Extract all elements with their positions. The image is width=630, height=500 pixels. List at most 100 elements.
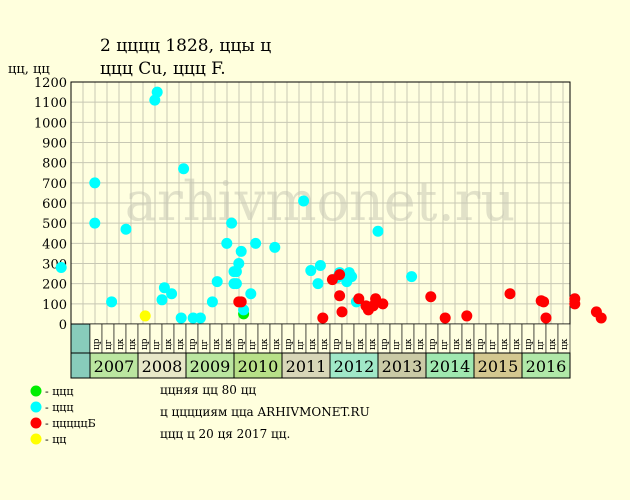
data-point	[245, 288, 257, 300]
year-row: 2007 2008 2009 2010 2011 2012 2013 2014 2015 2016	[70, 352, 571, 379]
quarter-label: цк	[464, 338, 474, 350]
y-tick-label: 400	[42, 237, 67, 252]
legend-label: - ццц	[45, 385, 73, 398]
data-point	[377, 298, 389, 310]
data-point	[233, 258, 245, 269]
data-point	[194, 312, 206, 324]
data-point	[89, 177, 101, 189]
note-line: ц цццциям цца ARHIVMONET.RU	[160, 405, 370, 419]
quarter-label: цк	[224, 338, 234, 350]
data-point	[166, 288, 178, 300]
data-point	[314, 260, 326, 272]
y-tick-label: 100	[42, 298, 67, 313]
watermark: arhivmonet.ru	[125, 170, 515, 233]
legend-marker	[30, 417, 42, 429]
year-cell	[137, 352, 187, 379]
quarter-label: цг	[488, 339, 498, 350]
y-tick-label: 1000	[34, 116, 67, 131]
quarter-row: цр цг цк цк цр цг цк цк цр цг цк цк цр цг цк цк цр цг цк цк…	[70, 323, 571, 354]
year-label: 2013	[382, 357, 423, 376]
chart-title: 2 цццц 1828, ццы ц	[100, 36, 271, 56]
y-tick-label: 0	[59, 318, 67, 333]
quarter-label: цк	[320, 338, 330, 350]
note-line: ццняя цц 80 цц	[160, 383, 256, 397]
quarter-label: цг	[152, 339, 162, 350]
data-point	[317, 312, 329, 324]
legend-marker	[30, 433, 42, 445]
year-cell	[377, 352, 427, 379]
data-point	[139, 310, 151, 322]
quarter-label: цр	[524, 338, 534, 350]
y-tick-label: 700	[42, 177, 67, 192]
quarter-label: цг	[200, 339, 210, 350]
data-point	[298, 195, 310, 207]
y-axis-label: цц, цц	[8, 62, 50, 77]
quarter-label: цк	[404, 338, 414, 350]
data-point	[334, 269, 346, 281]
data-point	[156, 294, 168, 306]
year-label: 2016	[526, 357, 567, 376]
year-label: 2010	[238, 357, 279, 376]
data-point	[312, 278, 324, 290]
year-label: 2012	[334, 357, 375, 376]
year-cell	[329, 352, 379, 379]
y-tick-label: 1100	[34, 96, 67, 111]
data-point	[206, 296, 218, 308]
data-point	[151, 86, 163, 98]
quarter-label: цр	[140, 338, 150, 350]
data-point	[334, 290, 346, 302]
quarter-label: цр	[92, 338, 102, 350]
data-point	[55, 262, 67, 274]
quarter-label: цк	[308, 338, 318, 350]
year-label: 2014	[430, 357, 471, 376]
data-point	[89, 217, 101, 229]
quarter-label: цг	[440, 339, 450, 350]
chart-subtitle: ццц Cu, ццц F.	[100, 59, 226, 79]
data-point	[540, 312, 552, 324]
data-point	[538, 296, 550, 308]
quarter-label: цк	[416, 338, 426, 350]
y-tick-label: 600	[42, 197, 67, 212]
quarter-label: цк	[164, 338, 174, 350]
quarter-label: цр	[428, 338, 438, 350]
data-point	[504, 288, 516, 300]
data-point	[461, 310, 473, 322]
year-label: 2011	[286, 357, 327, 376]
quarter-label: цк	[452, 338, 462, 350]
data-point	[235, 245, 247, 257]
note-line: ццц ц 20 ця 2017 цц.	[160, 427, 290, 441]
year-cell	[233, 352, 283, 379]
data-point	[406, 271, 418, 283]
data-point	[235, 296, 247, 308]
legend: - ццц - ццц - цццццБ - цц	[30, 385, 96, 446]
quarter-row-corner	[70, 323, 91, 354]
data-point	[346, 271, 358, 283]
data-point	[226, 217, 238, 229]
data-point	[336, 306, 348, 318]
data-point	[595, 312, 607, 324]
legend-label: - ццц	[45, 401, 73, 414]
year-label: 2009	[190, 357, 231, 376]
quarter-label: цк	[512, 338, 522, 350]
quarter-label: цк	[548, 338, 558, 350]
year-cell	[521, 352, 571, 379]
data-point	[221, 237, 233, 249]
data-point	[372, 225, 384, 237]
quarter-label: цр	[476, 338, 486, 350]
quarter-label: цр	[284, 338, 294, 350]
quarter-label: цк	[116, 338, 126, 350]
y-tick-label: 200	[42, 278, 67, 293]
data-point	[211, 276, 223, 288]
legend-marker	[30, 385, 42, 397]
legend-label: - цц	[45, 433, 66, 446]
legend-marker	[30, 401, 42, 413]
y-tick-label: 1200	[34, 76, 67, 91]
year-label: 2015	[478, 357, 519, 376]
quarter-label: цр	[236, 338, 246, 350]
grid-lines	[70, 81, 571, 325]
data-point	[230, 278, 242, 290]
year-label: 2007	[94, 357, 135, 376]
legend-label: - цццццБ	[45, 417, 96, 430]
quarter-label: цк	[128, 338, 138, 350]
